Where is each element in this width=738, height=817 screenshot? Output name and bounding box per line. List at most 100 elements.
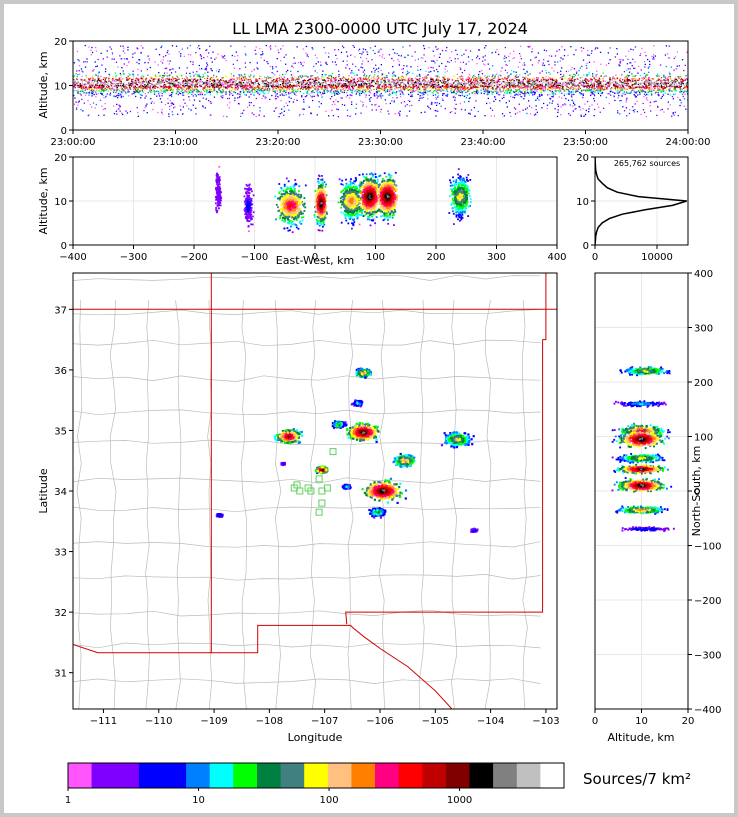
density-point — [337, 116, 339, 118]
density-point — [572, 110, 574, 112]
density-point — [531, 64, 534, 66]
density-point — [326, 87, 329, 89]
density-point — [109, 46, 111, 48]
density-point — [316, 77, 318, 79]
density-point — [214, 58, 216, 60]
density-point — [298, 88, 300, 90]
density-point — [366, 90, 368, 92]
density-point — [402, 76, 405, 78]
density-point — [478, 58, 481, 60]
density-point — [569, 74, 571, 76]
density-point — [149, 76, 151, 78]
density-point — [290, 74, 293, 76]
density-point — [640, 82, 642, 84]
density-point — [323, 92, 326, 94]
density-point — [208, 90, 211, 93]
density-point — [408, 86, 410, 88]
density-point — [149, 66, 151, 69]
density-point — [346, 94, 349, 97]
density-point — [163, 90, 165, 92]
density-point — [248, 88, 250, 90]
density-point — [573, 73, 575, 76]
density-point — [370, 92, 372, 94]
density-point — [192, 82, 194, 84]
density-point — [532, 87, 535, 89]
density-point — [465, 87, 467, 89]
density-point — [283, 106, 285, 108]
density-point — [206, 83, 208, 85]
density-point — [167, 82, 169, 84]
density-point — [573, 53, 575, 56]
density-point — [128, 78, 131, 80]
density-point — [509, 83, 511, 85]
density-point — [473, 84, 476, 86]
density-point — [451, 111, 453, 113]
density-point — [680, 79, 682, 81]
density-point — [101, 86, 103, 88]
density-point — [78, 84, 81, 86]
density-point — [635, 92, 637, 94]
density-point — [100, 79, 102, 81]
density-point — [119, 80, 121, 82]
density-point — [417, 65, 419, 68]
density-point — [629, 92, 631, 94]
density-point — [504, 46, 506, 49]
density-point — [236, 88, 239, 91]
density-point — [286, 84, 289, 86]
density-point — [172, 84, 175, 86]
density-point — [632, 88, 635, 90]
density-point — [525, 87, 527, 89]
density-point — [335, 82, 337, 84]
density-point — [193, 84, 196, 86]
density-point — [303, 98, 305, 101]
density-point — [651, 89, 653, 91]
density-point — [680, 76, 682, 78]
density-point — [369, 87, 371, 89]
density-point — [567, 79, 569, 81]
density-point — [416, 88, 418, 90]
density-point — [524, 92, 527, 94]
density-point — [330, 85, 333, 88]
density-point — [305, 81, 307, 84]
density-point — [177, 84, 179, 86]
density-point — [94, 107, 96, 109]
density-point — [594, 81, 596, 83]
density-point — [482, 82, 484, 85]
density-point — [630, 81, 632, 84]
density-point — [192, 79, 194, 81]
density-point — [348, 97, 351, 99]
density-point — [234, 81, 236, 83]
density-point — [179, 84, 181, 86]
density-point — [478, 49, 480, 51]
density-point — [572, 79, 574, 81]
density-point — [239, 79, 241, 81]
density-point — [278, 116, 280, 118]
density-point — [111, 52, 114, 54]
density-point — [501, 97, 503, 100]
density-point — [333, 94, 336, 96]
density-point — [163, 75, 165, 77]
density-point — [485, 89, 487, 92]
density-point — [580, 115, 582, 117]
density-point — [424, 86, 426, 88]
density-point — [497, 86, 499, 88]
density-point — [336, 58, 338, 60]
density-point — [486, 84, 488, 86]
density-point — [206, 75, 209, 77]
density-point — [563, 90, 566, 92]
density-point — [222, 82, 224, 84]
density-point — [531, 77, 534, 79]
density-point — [649, 88, 651, 90]
density-point — [651, 88, 653, 90]
density-point — [109, 92, 112, 94]
density-point — [245, 89, 247, 91]
density-point — [348, 86, 351, 89]
density-point — [292, 87, 294, 89]
density-point — [367, 83, 369, 85]
density-point — [172, 90, 174, 92]
density-point — [488, 93, 490, 95]
density-point — [158, 54, 161, 56]
density-point — [290, 81, 292, 84]
density-point — [412, 87, 414, 89]
density-point — [90, 77, 92, 79]
